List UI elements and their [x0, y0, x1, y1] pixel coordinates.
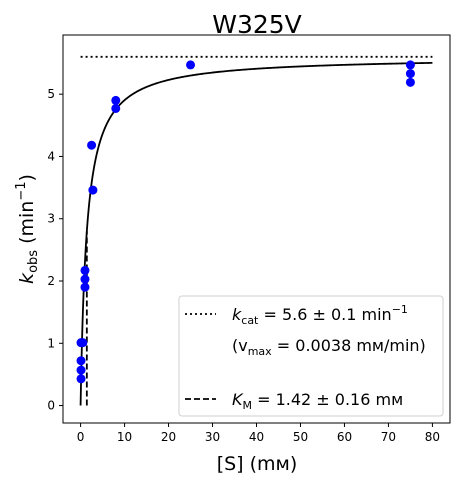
- y-tick-label: 0: [47, 399, 55, 413]
- legend: kcat = 5.6 ± 0.1 min−1 (vmax = 0.0038 mᴍ…: [178, 295, 444, 417]
- y-label-sub: obs: [26, 250, 41, 273]
- legend-kcat-main: k: [232, 305, 242, 324]
- data-points: [76, 60, 415, 384]
- data-point: [76, 374, 86, 384]
- data-point: [76, 365, 86, 375]
- y-tick-label: 4: [47, 149, 55, 163]
- data-point: [405, 69, 415, 79]
- data-point: [80, 265, 90, 275]
- x-axis-ticks: 0 10 20 30 40 50 60 70 80: [77, 423, 440, 444]
- x-axis-label: [S] (mᴍ): [217, 453, 298, 475]
- x-tick-label: 70: [381, 430, 396, 444]
- data-point: [76, 356, 86, 366]
- y-axis-ticks: 0 1 2 3 4 5: [47, 87, 63, 413]
- y-label-sup: −1: [14, 181, 29, 200]
- data-point: [78, 338, 88, 348]
- legend-box: [178, 295, 444, 417]
- legend-vmax-label: (vmax = 0.0038 mᴍ/min): [232, 336, 426, 358]
- x-tick-label: 10: [117, 430, 132, 444]
- y-label-rest: (min: [16, 201, 38, 250]
- legend-kcat-sup: −1: [392, 303, 408, 316]
- legend-vmax-open: (v: [232, 336, 248, 355]
- legend-vmax-value: = 0.0038 mᴍ/min): [272, 336, 426, 355]
- michaelis-menten-fit-curve: [79, 61, 433, 406]
- x-tick-label: 0: [77, 430, 85, 444]
- x-tick-label: 80: [425, 430, 440, 444]
- x-tick-label: 60: [337, 430, 352, 444]
- legend-kcat-value: = 5.6 ± 0.1 min: [258, 305, 391, 324]
- y-tick-label: 5: [47, 87, 55, 101]
- data-point: [87, 140, 97, 150]
- chart-title: W325V: [212, 10, 302, 39]
- y-label-end: ): [16, 174, 38, 181]
- y-label-main: k: [16, 272, 38, 284]
- x-tick-label: 20: [161, 430, 176, 444]
- y-tick-label: 2: [47, 274, 55, 288]
- legend-kcat-sub: cat: [241, 314, 259, 327]
- data-point: [80, 274, 90, 284]
- y-tick-label: 1: [47, 336, 55, 350]
- x-tick-label: 40: [249, 430, 264, 444]
- legend-kcat-label: kcat = 5.6 ± 0.1 min−1: [232, 303, 408, 327]
- fit-lines: [79, 55, 433, 406]
- legend-vmax-sub: max: [248, 345, 272, 358]
- y-axis-label: kobs (min−1): [14, 174, 41, 284]
- data-point: [186, 60, 196, 70]
- legend-km-sub: M: [243, 399, 253, 412]
- data-point: [80, 282, 90, 292]
- data-point: [111, 95, 121, 105]
- x-tick-label: 50: [293, 430, 308, 444]
- legend-km-main: K: [232, 390, 244, 409]
- data-point: [111, 103, 121, 113]
- x-tick-label: 30: [205, 430, 220, 444]
- data-point: [405, 77, 415, 87]
- data-point: [88, 185, 98, 195]
- legend-km-value: = 1.42 ± 0.16 mᴍ: [252, 390, 403, 409]
- legend-km-label: KM = 1.42 ± 0.16 mᴍ: [232, 390, 403, 412]
- data-point: [405, 60, 415, 70]
- y-tick-label: 3: [47, 212, 55, 226]
